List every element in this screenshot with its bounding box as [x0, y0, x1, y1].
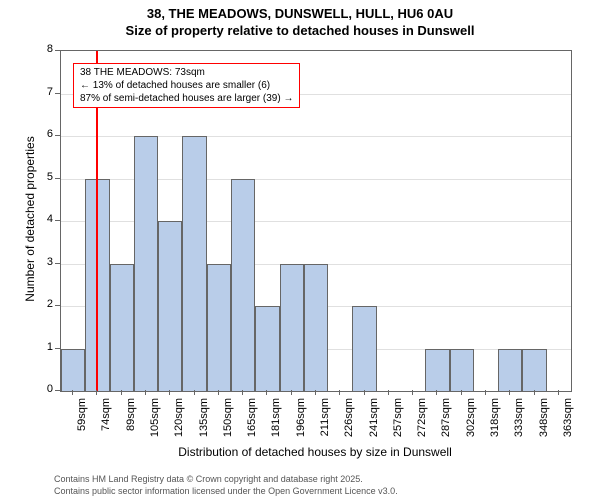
y-tick-label: 7	[35, 86, 53, 98]
x-tick-label: 89sqm	[125, 398, 137, 448]
x-tick-mark	[509, 390, 510, 395]
info-line-2: ← 13% of detached houses are smaller (6)	[80, 79, 293, 92]
y-tick-label: 2	[35, 298, 53, 310]
title-line-2: Size of property relative to detached ho…	[0, 23, 600, 40]
y-tick-mark	[55, 305, 60, 306]
x-tick-mark	[72, 390, 73, 395]
y-tick-mark	[55, 50, 60, 51]
x-tick-mark	[315, 390, 316, 395]
info-line-3: 87% of semi-detached houses are larger (…	[80, 92, 293, 105]
x-tick-label: 318sqm	[489, 398, 501, 448]
info-line-1: 38 THE MEADOWS: 73sqm	[80, 66, 293, 79]
bar	[110, 264, 134, 392]
x-tick-label: 363sqm	[562, 398, 574, 448]
x-tick-mark	[242, 390, 243, 395]
bar	[134, 136, 158, 391]
x-tick-label: 181sqm	[270, 398, 282, 448]
x-tick-label: 165sqm	[246, 398, 258, 448]
x-tick-label: 302sqm	[465, 398, 477, 448]
bar	[522, 349, 546, 392]
bar	[498, 349, 522, 392]
y-tick-label: 6	[35, 128, 53, 140]
x-tick-label: 150sqm	[222, 398, 234, 448]
x-tick-label: 135sqm	[198, 398, 210, 448]
x-tick-mark	[436, 390, 437, 395]
x-tick-mark	[364, 390, 365, 395]
x-axis-label: Distribution of detached houses by size …	[60, 445, 570, 459]
y-tick-label: 5	[35, 171, 53, 183]
plot-area: 38 THE MEADOWS: 73sqm ← 13% of detached …	[60, 50, 572, 392]
x-tick-mark	[218, 390, 219, 395]
y-tick-mark	[55, 220, 60, 221]
bar	[158, 221, 182, 391]
x-tick-mark	[558, 390, 559, 395]
chart-title: 38, THE MEADOWS, DUNSWELL, HULL, HU6 0AU…	[0, 0, 600, 40]
y-tick-mark	[55, 263, 60, 264]
bar	[182, 136, 206, 391]
y-tick-mark	[55, 178, 60, 179]
title-line-1: 38, THE MEADOWS, DUNSWELL, HULL, HU6 0AU	[0, 6, 600, 23]
attribution-line-2: Contains public sector information licen…	[54, 486, 398, 498]
y-tick-mark	[55, 390, 60, 391]
x-tick-mark	[121, 390, 122, 395]
x-tick-mark	[461, 390, 462, 395]
bar	[450, 349, 474, 392]
x-tick-mark	[169, 390, 170, 395]
x-tick-mark	[339, 390, 340, 395]
x-tick-label: 241sqm	[368, 398, 380, 448]
bar	[207, 264, 231, 392]
x-tick-label: 196sqm	[295, 398, 307, 448]
chart-container: 38, THE MEADOWS, DUNSWELL, HULL, HU6 0AU…	[0, 0, 600, 500]
x-tick-mark	[388, 390, 389, 395]
x-tick-label: 348sqm	[538, 398, 550, 448]
bar	[231, 179, 255, 392]
y-tick-label: 1	[35, 341, 53, 353]
bar	[304, 264, 328, 392]
x-tick-mark	[145, 390, 146, 395]
bar	[255, 306, 279, 391]
attribution-line-1: Contains HM Land Registry data © Crown c…	[54, 474, 398, 486]
bar	[61, 349, 85, 392]
y-tick-label: 0	[35, 383, 53, 395]
x-tick-mark	[96, 390, 97, 395]
x-tick-label: 333sqm	[513, 398, 525, 448]
x-tick-label: 105sqm	[149, 398, 161, 448]
x-tick-mark	[485, 390, 486, 395]
bar	[425, 349, 449, 392]
y-tick-label: 8	[35, 43, 53, 55]
x-tick-label: 272sqm	[416, 398, 428, 448]
x-tick-mark	[534, 390, 535, 395]
info-box: 38 THE MEADOWS: 73sqm ← 13% of detached …	[73, 63, 300, 108]
x-tick-label: 74sqm	[100, 398, 112, 448]
bar	[352, 306, 376, 391]
x-tick-label: 287sqm	[440, 398, 452, 448]
y-tick-label: 3	[35, 256, 53, 268]
x-tick-label: 120sqm	[173, 398, 185, 448]
y-tick-mark	[55, 348, 60, 349]
x-tick-label: 257sqm	[392, 398, 404, 448]
x-tick-mark	[266, 390, 267, 395]
y-tick-mark	[55, 93, 60, 94]
x-tick-label: 59sqm	[76, 398, 88, 448]
x-tick-label: 226sqm	[343, 398, 355, 448]
x-tick-mark	[194, 390, 195, 395]
x-tick-label: 211sqm	[319, 398, 331, 448]
attribution: Contains HM Land Registry data © Crown c…	[54, 474, 398, 497]
y-tick-label: 4	[35, 213, 53, 225]
x-tick-mark	[412, 390, 413, 395]
x-tick-mark	[291, 390, 292, 395]
bar	[280, 264, 304, 392]
y-tick-mark	[55, 135, 60, 136]
